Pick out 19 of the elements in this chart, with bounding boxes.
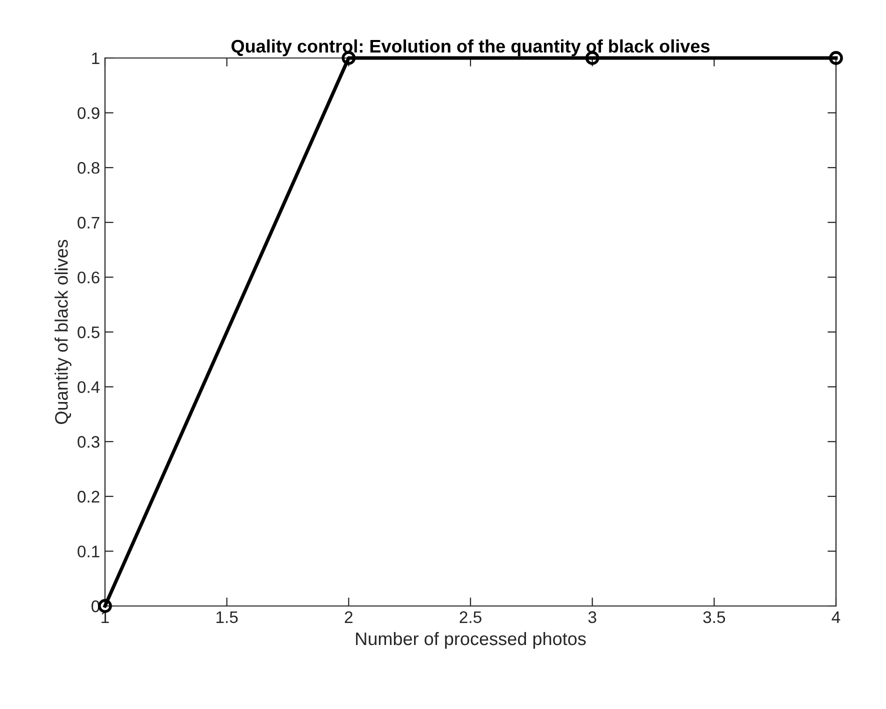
x-tick-label: 3 bbox=[588, 611, 596, 624]
x-tick-label: 4 bbox=[832, 611, 840, 623]
x-axis-title: Number of processed photos bbox=[356, 632, 586, 649]
y-tick-label: 0.5 bbox=[78, 326, 100, 338]
x-tick-label: 2.5 bbox=[460, 611, 482, 624]
y-tick-label: 1 bbox=[92, 52, 100, 64]
y-tick-label: 0.7 bbox=[78, 216, 100, 229]
y-tick-label: 0.8 bbox=[78, 162, 100, 174]
y-tick-label: 0.9 bbox=[78, 107, 100, 120]
x-tick-label: 1.5 bbox=[216, 611, 238, 624]
y-tick-label: 0.3 bbox=[78, 436, 100, 448]
y-tick-label: 0.1 bbox=[78, 546, 100, 558]
y-tick-label: 0.6 bbox=[78, 272, 100, 284]
x-tick-label: 3.5 bbox=[703, 611, 726, 624]
y-tick-label: 0.2 bbox=[78, 490, 100, 503]
y-tick-label: 0.4 bbox=[78, 381, 100, 394]
y-axis-title: Quantity of black olives bbox=[54, 240, 72, 424]
chart-title: Quality control: Evolution of the quantity of black olives bbox=[232, 39, 710, 56]
x-tick-label: 2 bbox=[344, 611, 352, 623]
